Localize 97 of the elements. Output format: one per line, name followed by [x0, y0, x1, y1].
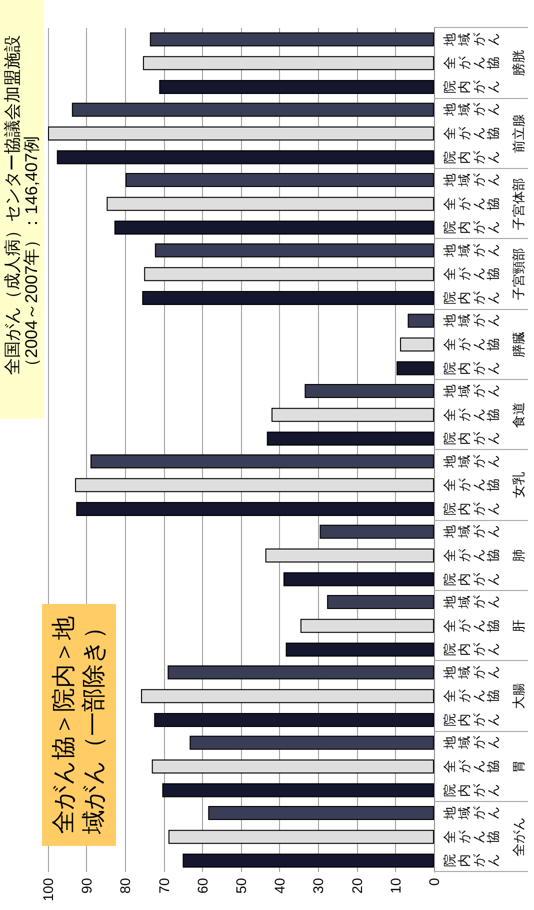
bar [265, 548, 434, 562]
x-tick-label: 40 [272, 878, 288, 894]
text: 全がん協 [442, 830, 500, 844]
text: 全がん協 [442, 619, 500, 632]
text: 院内がん [442, 572, 500, 586]
text: 地域がん [442, 525, 500, 538]
text: 地域がん [442, 32, 500, 47]
bar [154, 712, 434, 727]
text: 院内がん [442, 502, 500, 516]
text: 全がん協 [442, 127, 500, 140]
text: 院内がん [442, 291, 500, 304]
y-tick-label: 全がん [511, 817, 526, 856]
x-tick-label: 70 [156, 878, 172, 894]
text: 地域がん [442, 596, 500, 609]
text: 地域がん [442, 103, 500, 116]
y-tick-label: 食道 [511, 402, 526, 428]
bar [75, 478, 434, 492]
y-tick-label: 肺 [511, 549, 526, 562]
x-tick-label: 60 [194, 878, 210, 894]
bar [400, 338, 434, 352]
bar [114, 220, 434, 235]
text: 院内がん [442, 713, 500, 726]
y-tick-label: 胃 [511, 760, 526, 773]
text: 院内がん [442, 432, 500, 446]
annotation: 全がん協＞院内＞地域がん（一部除き） [50, 615, 108, 835]
bar [72, 102, 434, 117]
text: 地域がん [442, 244, 500, 257]
bar [327, 595, 434, 610]
bar [126, 173, 434, 188]
bar [154, 243, 434, 258]
bar [304, 384, 434, 398]
text: 地域がん [442, 174, 500, 187]
text: 全国がん（成人病）センター協議会加盟施設（2004～2007年）：146,407例 [3, 35, 41, 375]
bar [320, 524, 434, 539]
bar [152, 760, 434, 774]
x-tick-label: 90 [78, 878, 95, 894]
text: 地域がん [442, 736, 500, 750]
y-tick-label: 子宮体部 [511, 178, 526, 230]
bar [396, 361, 434, 376]
text: 地域がん [442, 314, 500, 328]
bar [162, 783, 434, 798]
bar [142, 290, 434, 305]
bar [283, 572, 434, 586]
bar [144, 267, 434, 282]
bar [182, 854, 434, 868]
y-tick-label: 前立腺 [511, 114, 526, 153]
y-tick-label: 肝 [511, 619, 526, 632]
bar [48, 126, 434, 140]
text: 地域がん [442, 454, 500, 468]
bar [271, 408, 434, 422]
x-tick-label: 20 [348, 878, 365, 894]
text: 全がん協 [442, 56, 500, 70]
text: 院内がん [442, 643, 500, 656]
y-tick-label: 膀胱 [511, 50, 526, 76]
bar [408, 314, 434, 328]
y-tick-label: 女乳 [511, 472, 526, 498]
text: 全がん協 [442, 549, 500, 562]
bar [190, 736, 434, 750]
y-tick-label: 大腸 [511, 683, 526, 710]
text: 院内がん [442, 854, 500, 868]
bar [56, 150, 434, 164]
text: 院内がん [442, 79, 500, 94]
text: 地域がん [442, 384, 500, 398]
x-tick-label: 100 [40, 878, 56, 902]
x-tick-label: 50 [233, 878, 249, 894]
bar [159, 80, 434, 94]
text: 地域がん [442, 806, 500, 820]
text: 全がん協 [442, 268, 500, 281]
bar [286, 642, 434, 657]
text: 全がん協 [442, 197, 500, 210]
text: 全がん協 [442, 478, 500, 492]
text: 院内がん [442, 221, 500, 234]
x-tick-label: 80 [117, 878, 134, 894]
text: 院内がん [442, 784, 500, 797]
bar [142, 56, 434, 70]
y-tick-label: 子宮頸部 [511, 248, 526, 300]
bar [76, 502, 434, 516]
text: 地域がん [442, 666, 500, 679]
bar [168, 830, 434, 844]
bar [141, 689, 434, 704]
bar [266, 432, 434, 446]
bar [150, 32, 434, 46]
text: 全がん協 [442, 760, 500, 773]
x-tick-label: 30 [310, 878, 326, 894]
text: 院内がん [442, 362, 500, 375]
text: 院内がん [442, 150, 500, 164]
bar [300, 618, 434, 633]
x-tick-label: 10 [387, 878, 404, 894]
text: 全がん協 [442, 690, 500, 703]
bar [208, 806, 434, 820]
x-tick-label: 0 [426, 878, 442, 886]
y-tick-label: 膵臓 [511, 332, 526, 358]
bar [90, 454, 434, 468]
text: 全がん協 [442, 338, 500, 351]
bar [106, 196, 434, 211]
text: 全がん協 [442, 408, 500, 422]
bar [168, 665, 434, 680]
